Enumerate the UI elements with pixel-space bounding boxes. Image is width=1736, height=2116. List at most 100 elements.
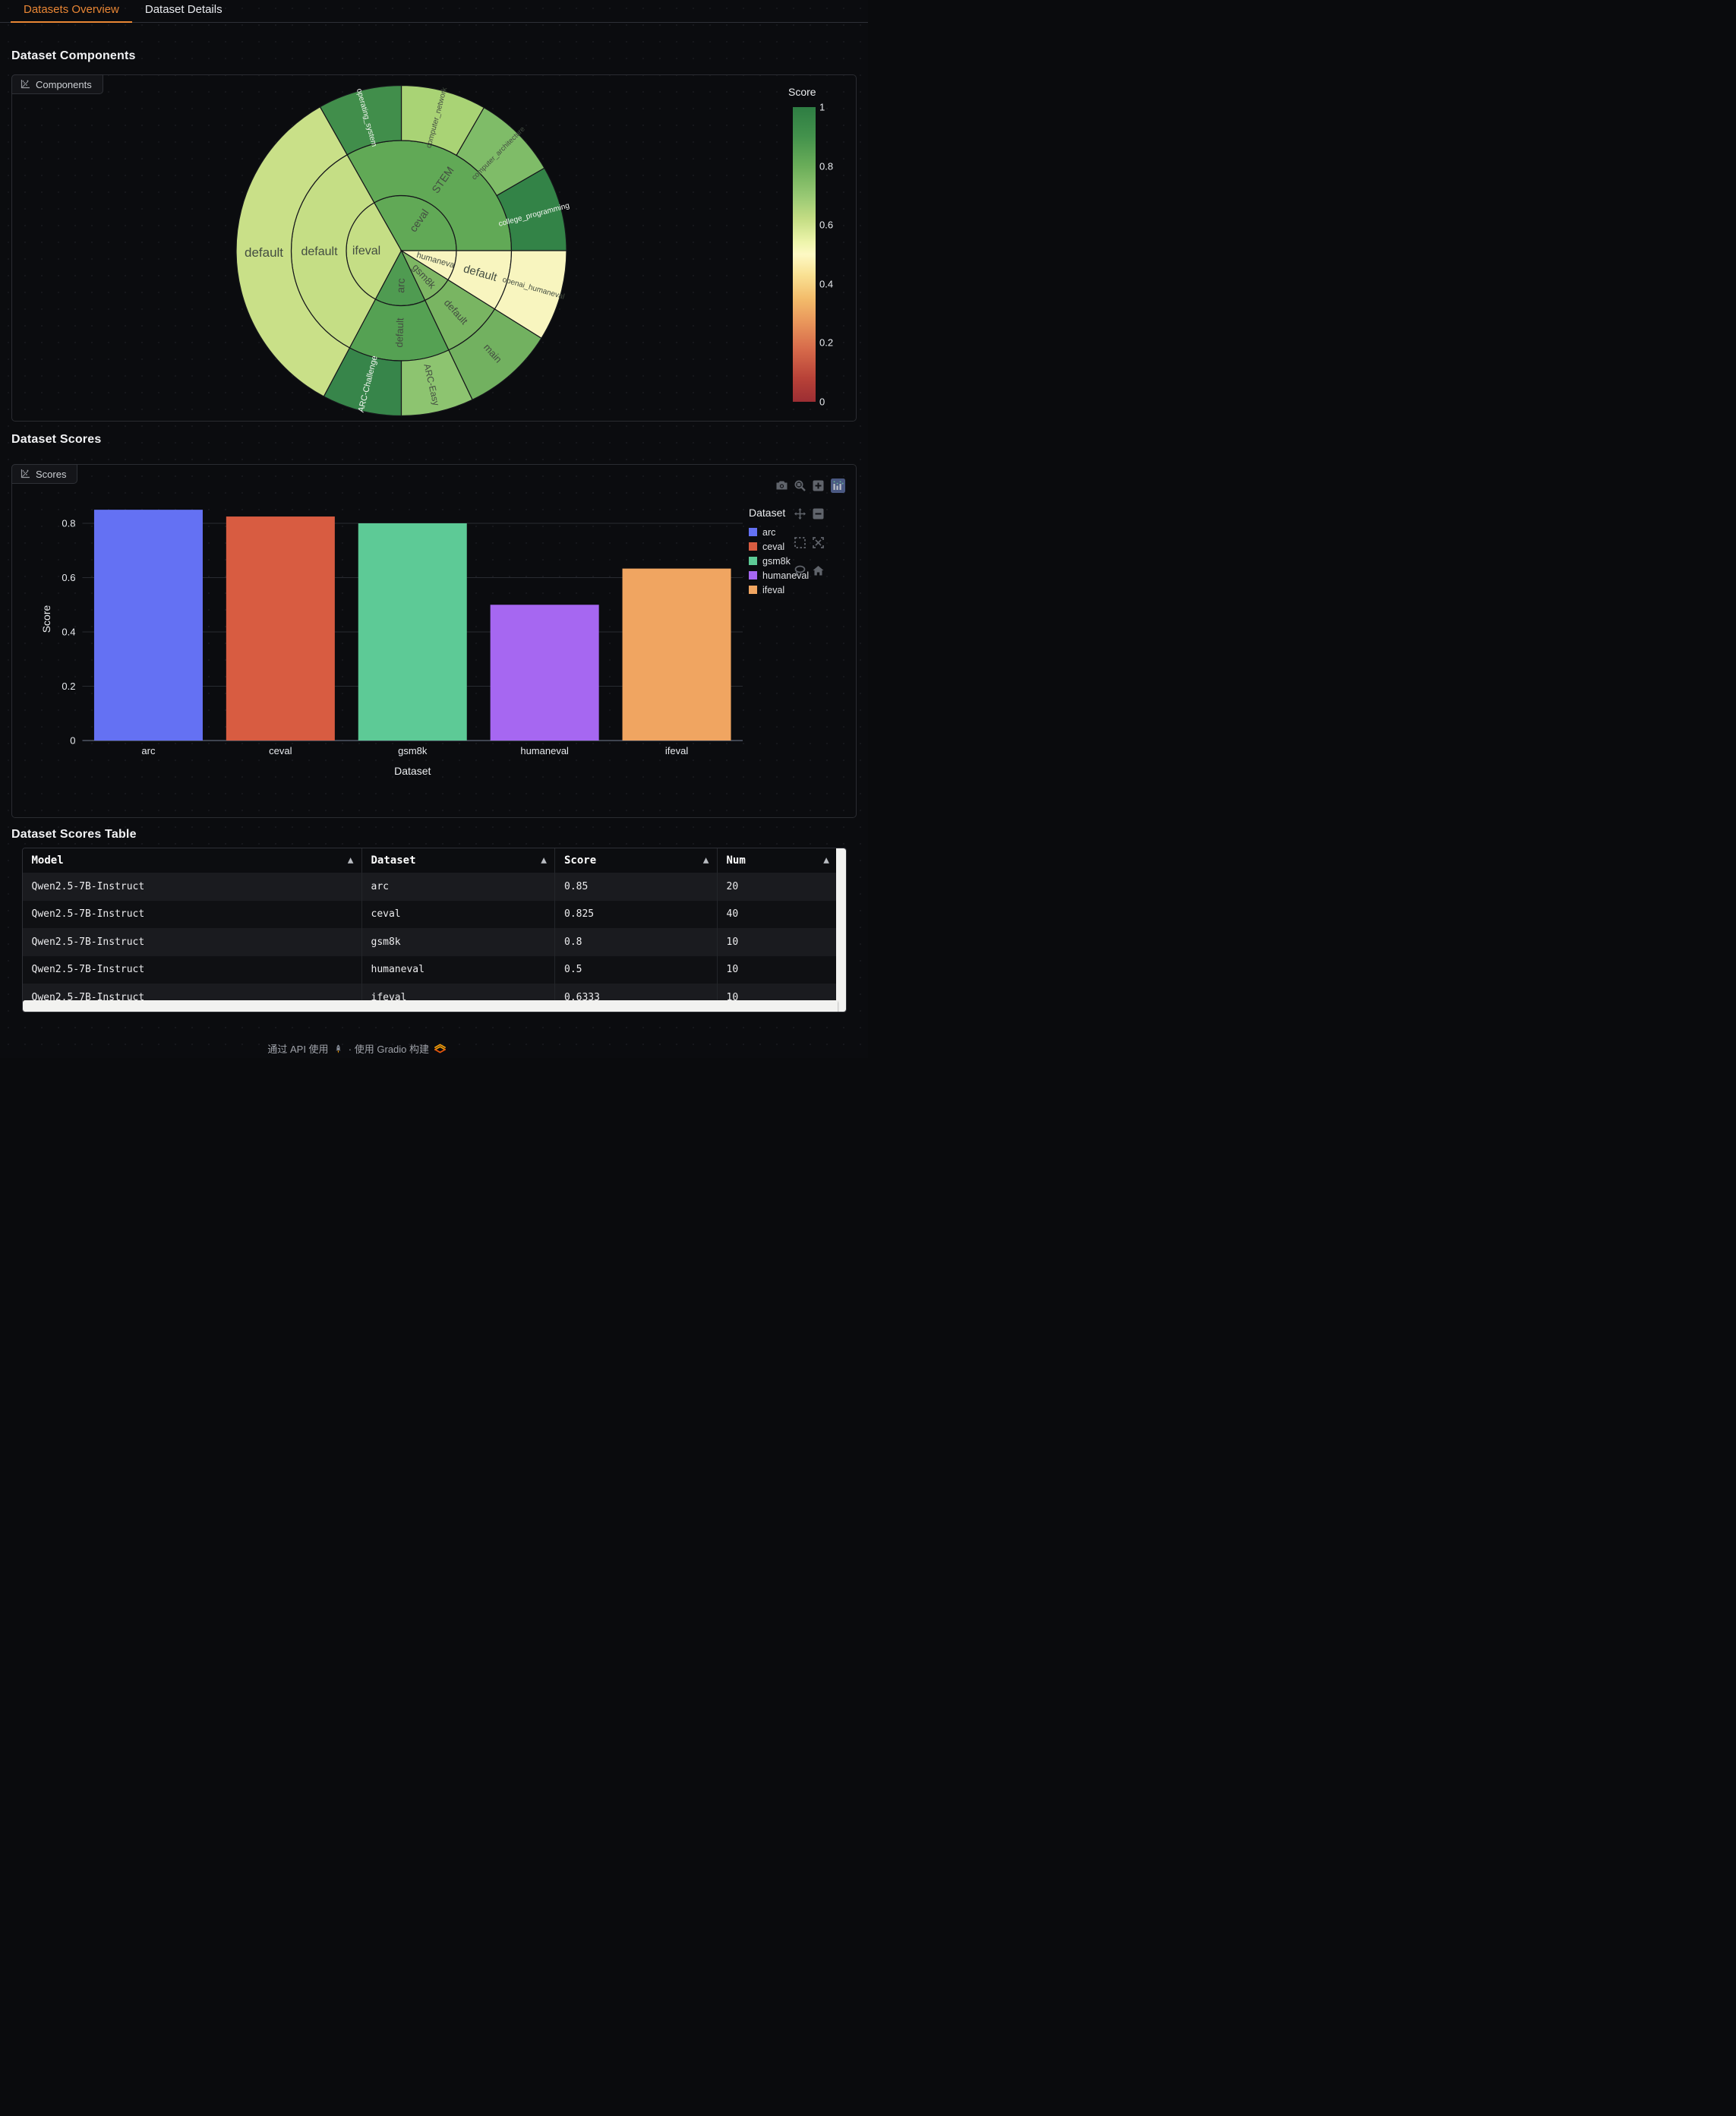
y-tick-0: 0 — [70, 735, 75, 747]
cell-score: 0.5 — [554, 955, 718, 984]
tab-datasets-overview[interactable]: Datasets Overview — [11, 0, 132, 23]
cell-num: 40 — [717, 900, 838, 928]
y-axis-title: Score — [40, 605, 52, 633]
column-header-score[interactable]: Score ▲ — [554, 848, 718, 873]
y-tick-0.4: 0.4 — [62, 627, 75, 638]
footer-gradio-link[interactable]: 使用 Gradio 构建 — [354, 1043, 430, 1055]
legend-label-arc: arc — [762, 526, 776, 538]
colorbar-tick-1: 1 — [819, 101, 825, 113]
cell-num: 20 — [717, 873, 838, 901]
cell-num: 10 — [717, 955, 838, 984]
sort-asc-icon[interactable]: ▲ — [702, 856, 709, 865]
scores-panel-label: Scores — [11, 464, 78, 484]
modebar-box-select-button[interactable] — [791, 534, 808, 551]
legend-label-ceval: ceval — [762, 541, 785, 552]
footer-separator: · — [348, 1043, 352, 1055]
colorbar-tick-0.8: 0.8 — [819, 160, 834, 172]
sort-asc-icon[interactable]: ▲ — [347, 856, 354, 865]
sunburst-label-ifeval-default-default: default — [245, 245, 283, 260]
scores-section-title: Dataset Scores — [11, 433, 102, 446]
colorbar-tick-0.6: 0.6 — [819, 219, 834, 231]
tab-dataset-details[interactable]: Dataset Details — [144, 3, 223, 16]
y-tick-0.2: 0.2 — [62, 681, 75, 692]
legend-swatch-ceval — [749, 542, 757, 551]
table-horizontal-scrollbar[interactable] — [22, 1000, 838, 1012]
table-row-ceval: Qwen2.5-7B-Instruct ceval 0.825 40 — [22, 900, 838, 928]
x-tick-gsm8k: gsm8k — [398, 745, 428, 756]
modebar-plotly-logo-button[interactable] — [829, 477, 846, 494]
legend-item-arc[interactable]: arc — [749, 525, 809, 539]
sunburst-label-arc: arc — [394, 278, 407, 293]
column-header-num[interactable]: Num ▲ — [717, 848, 838, 873]
cell-score: 0.85 — [554, 873, 718, 901]
app-window: Datasets Overview Dataset Details Datase… — [0, 0, 868, 1058]
cell-model: Qwen2.5-7B-Instruct — [22, 928, 362, 956]
x-axis-title: Dataset — [394, 765, 431, 777]
legend-item-gsm8k[interactable]: gsm8k — [749, 554, 809, 568]
legend-swatch-gsm8k — [749, 557, 757, 565]
sort-asc-icon[interactable]: ▲ — [823, 856, 829, 865]
legend-label-gsm8k: gsm8k — [762, 555, 791, 567]
modebar-autoscale-button[interactable] — [810, 534, 826, 551]
legend-item-ifeval[interactable]: ifeval — [749, 583, 809, 597]
column-header-dataset[interactable]: Dataset ▲ — [361, 848, 555, 873]
sunburst-sector-ifeval-default-default[interactable] — [235, 106, 351, 397]
footer: 通过 API 使用 · 使用 Gradio 构建 — [11, 1041, 704, 1059]
sort-asc-icon[interactable]: ▲ — [541, 856, 547, 865]
legend-item-ceval[interactable]: ceval — [749, 539, 809, 554]
rocket-icon — [331, 1044, 346, 1055]
modebar-zoom-out-button[interactable] — [810, 506, 826, 523]
cell-dataset: ceval — [361, 900, 555, 928]
column-header-model[interactable]: Model ▲ — [22, 848, 362, 873]
legend-title: Dataset — [749, 507, 786, 519]
scores-panel: Scores 0 0.2 0.4 0.6 0.8 arc ceval gsm8k humanev… — [11, 464, 857, 818]
scores-table: Model ▲ Dataset ▲ Score ▲ Num ▲ Qwen2.5-7B-Inst… — [21, 848, 847, 1012]
cell-model: Qwen2.5-7B-Instruct — [22, 955, 362, 984]
table-vertical-scrollbar[interactable] — [835, 848, 846, 1012]
modebar-zoom-button[interactable] — [791, 477, 808, 494]
scatter-chart-icon — [20, 79, 30, 90]
sunburst-label-ifeval-default: default — [301, 245, 338, 258]
bar-arc[interactable] — [93, 510, 203, 741]
sunburst-sector-openai_humaneval[interactable] — [494, 250, 567, 340]
legend-swatch-ifeval — [749, 586, 757, 594]
bar-chart: 0 0.2 0.4 0.6 0.8 arc ceval gsm8k humaneval ifeva… — [40, 510, 743, 777]
scatter-chart-icon — [20, 469, 30, 479]
cell-dataset: gsm8k — [361, 928, 555, 956]
bar-gsm8k[interactable] — [358, 523, 467, 741]
footer-api-link[interactable]: 通过 API 使用 — [267, 1043, 329, 1055]
cell-dataset: ifeval — [361, 984, 555, 1012]
x-tick-ceval: ceval — [269, 745, 292, 756]
table-row-arc: Qwen2.5-7B-Instruct arc 0.85 20 — [22, 873, 838, 901]
components-panel: Components ceval ifeval arc gsm8k humaneval S… — [11, 74, 857, 422]
cell-dataset: arc — [361, 873, 555, 901]
x-tick-humaneval: humaneval — [520, 745, 569, 756]
tab-bar: Datasets Overview Dataset Details — [0, 0, 868, 23]
legend-item-humaneval[interactable]: humaneval — [749, 568, 809, 583]
gradio-logo-icon — [432, 1044, 448, 1055]
components-section-title: Dataset Components — [11, 49, 136, 62]
modebar-lasso-button[interactable] — [791, 563, 808, 580]
components-panel-label-text: Components — [36, 78, 92, 90]
bar-ifeval[interactable] — [622, 568, 731, 741]
sunburst-label-ifeval: ifeval — [352, 245, 380, 257]
bar-humaneval[interactable] — [490, 605, 599, 741]
components-panel-label: Components — [11, 74, 103, 94]
cell-dataset: humaneval — [361, 955, 555, 984]
modebar-reset-axes-home-button[interactable] — [810, 563, 826, 580]
y-tick-0.6: 0.6 — [62, 572, 75, 583]
scores-panel-label-text: Scores — [36, 468, 67, 480]
score-colorbar — [793, 107, 816, 402]
table-row-humaneval: Qwen2.5-7B-Instruct humaneval 0.5 10 — [22, 955, 838, 984]
cell-model: Qwen2.5-7B-Instruct — [22, 900, 362, 928]
bar-ceval[interactable] — [226, 516, 335, 741]
y-tick-0.8: 0.8 — [62, 518, 75, 529]
modebar-pan-button[interactable] — [791, 506, 808, 523]
legend-swatch-arc — [749, 528, 757, 536]
colorbar-tick-0.2: 0.2 — [819, 336, 834, 349]
modebar-zoom-in-button[interactable] — [810, 477, 826, 494]
bar-chart-legend: Dataset arc ceval gsm8k humaneval ifeval — [749, 507, 809, 597]
modebar-download-png-camera-button[interactable] — [773, 477, 790, 494]
cell-score: 0.8 — [554, 928, 718, 956]
